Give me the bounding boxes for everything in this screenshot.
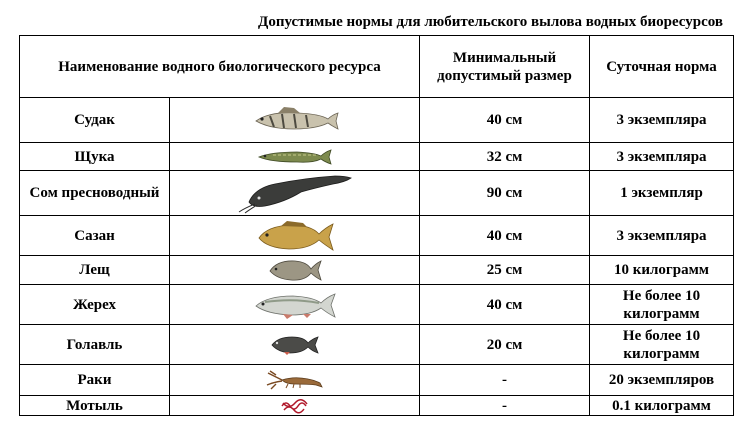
species-image-cell — [169, 284, 420, 325]
species-image-cell — [169, 170, 420, 216]
species-image-cell — [169, 255, 420, 285]
min-size: 20 см — [419, 324, 590, 365]
catfish-icon — [238, 175, 352, 214]
carp-icon — [258, 220, 334, 251]
species-name: Раки — [19, 364, 170, 396]
species-image-cell — [169, 364, 420, 396]
min-size: 40 см — [419, 284, 590, 325]
min-size: - — [419, 395, 590, 416]
table-row: Голавль 20 см Не более 10 килограмм — [19, 324, 734, 365]
daily-norm: Не более 10 килограмм — [589, 324, 734, 365]
species-image-cell — [169, 395, 420, 416]
species-name: Лещ — [19, 255, 170, 285]
daily-norm: Не более 10 килограмм — [589, 284, 734, 325]
species-image-cell — [169, 215, 420, 256]
table-row: Раки - 20 экземпляров — [19, 364, 734, 396]
norms-table: Наименование водного биологического ресу… — [19, 35, 734, 416]
species-name: Жерех — [19, 284, 170, 325]
table-header-row: Наименование водного биологического ресу… — [19, 35, 734, 98]
table-row: Лещ 25 см 10 килограмм — [19, 255, 734, 285]
daily-norm: 1 экземпляр — [589, 170, 734, 216]
daily-norm: 20 экземпляров — [589, 364, 734, 396]
daily-norm: 3 экземпляра — [589, 142, 734, 171]
species-name: Сазан — [19, 215, 170, 256]
min-size: 25 см — [419, 255, 590, 285]
bream-icon — [269, 260, 322, 281]
table-row: Сазан 40 см 3 экземпляра — [19, 215, 734, 256]
species-image-cell — [169, 97, 420, 143]
crayfish-icon — [266, 370, 323, 390]
species-name: Голавль — [19, 324, 170, 365]
min-size: 40 см — [419, 97, 590, 143]
table-row: Сом пресноводный 90 см 1 экземпляр — [19, 170, 734, 216]
table-row: Щука 32 см 3 экземпляра — [19, 142, 734, 171]
species-image-cell — [169, 324, 420, 365]
zander-icon — [254, 107, 339, 130]
species-name: Щука — [19, 142, 170, 171]
table-row: Судак 40 см 3 экземпляра — [19, 97, 734, 143]
table-row: Жерех 40 см Не более 10 килограмм — [19, 284, 734, 325]
header-name: Наименование водного биологического ресу… — [19, 35, 420, 98]
daily-norm: 0.1 килограмм — [589, 395, 734, 416]
daily-norm: 10 килограмм — [589, 255, 734, 285]
daily-norm: 3 экземпляра — [589, 97, 734, 143]
min-size: 90 см — [419, 170, 590, 216]
species-name: Сом пресноводный — [19, 170, 170, 216]
header-min-size: Минимальный допустимый размер — [419, 35, 590, 98]
table-row: Мотыль - 0.1 килограмм — [19, 395, 734, 416]
min-size: 32 см — [419, 142, 590, 171]
chub-icon — [270, 335, 319, 355]
species-name: Мотыль — [19, 395, 170, 416]
pike-icon — [257, 148, 332, 165]
asp-icon — [254, 292, 336, 319]
daily-norm: 3 экземпляра — [589, 215, 734, 256]
min-size: - — [419, 364, 590, 396]
page-title: Допустимые нормы для любительского вылов… — [258, 14, 723, 30]
species-image-cell — [169, 142, 420, 171]
min-size: 40 см — [419, 215, 590, 256]
species-name: Судак — [19, 97, 170, 143]
header-daily-norm: Суточная норма — [589, 35, 734, 98]
bloodworm-icon — [280, 398, 308, 413]
